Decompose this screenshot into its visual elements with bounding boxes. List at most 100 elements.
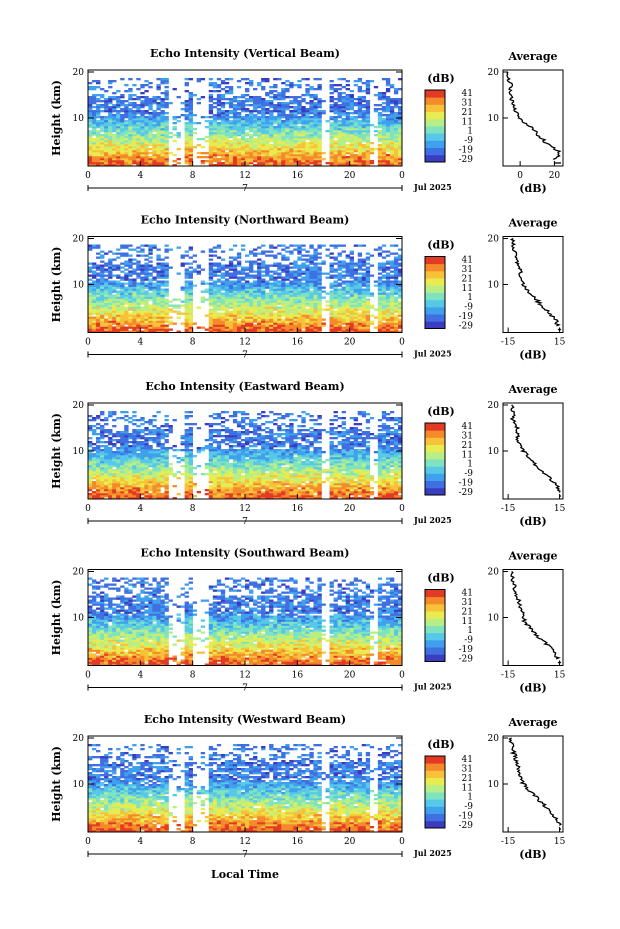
- heat-cell: [100, 120, 105, 123]
- heat-cell: [224, 162, 230, 165]
- heat-cell: [208, 140, 214, 143]
- heat-cell: [301, 116, 306, 119]
- heat-cell: [208, 98, 214, 101]
- heat-cell: [345, 308, 350, 311]
- heat-cell: [144, 308, 149, 311]
- heat-cell: [140, 124, 145, 127]
- heat-cell: [144, 306, 149, 309]
- heat-cell: [148, 268, 153, 271]
- heat-cell: [236, 312, 242, 315]
- heat-cell: [120, 316, 125, 319]
- avg-y-tick-label: 20: [488, 68, 500, 78]
- heat-cell: [281, 160, 286, 163]
- heat-cell: [120, 326, 125, 329]
- heat-cell: [144, 278, 149, 281]
- heat-cell: [236, 86, 242, 89]
- heat-cell: [285, 300, 290, 303]
- heat-cell: [289, 124, 294, 127]
- heat-cell: [164, 316, 169, 319]
- heat-cell: [88, 296, 93, 299]
- heat-cell: [245, 160, 250, 163]
- heat-cell: [253, 132, 258, 135]
- heat-cell: [180, 102, 185, 105]
- heat-cell: [124, 264, 129, 267]
- heat-cell: [132, 158, 137, 161]
- heat-cell: [212, 284, 218, 287]
- heat-cell: [297, 158, 302, 161]
- heat-cell: [305, 148, 310, 151]
- heat-cell: [216, 322, 222, 325]
- heat-cell: [381, 152, 387, 155]
- heat-cell: [164, 140, 169, 143]
- heat-cell: [269, 148, 274, 151]
- colorbar-swatch: [425, 118, 445, 127]
- heat-cell: [232, 318, 238, 321]
- heat-cell: [281, 290, 286, 293]
- heat-cell: [116, 300, 121, 303]
- heat-cell: [240, 130, 246, 133]
- heat-cell: [381, 312, 387, 315]
- heat-cell: [397, 160, 403, 163]
- heat-cell: [136, 318, 141, 321]
- heat-cell: [269, 304, 274, 307]
- heat-cell: [152, 116, 157, 119]
- heat-cell: [116, 318, 121, 321]
- heat-cell: [349, 124, 354, 127]
- heat-cell: [297, 80, 302, 83]
- heat-cell: [381, 136, 387, 139]
- heat-cell: [365, 272, 371, 275]
- heat-cell: [116, 110, 121, 113]
- heat-cell: [224, 282, 230, 285]
- heat-cell: [289, 106, 294, 109]
- heat-cell: [373, 308, 379, 311]
- heat-cell: [216, 300, 222, 303]
- heat-cell: [148, 320, 153, 323]
- heat-cell: [136, 150, 141, 153]
- heat-cell: [249, 296, 254, 299]
- heat-cell: [301, 318, 306, 321]
- heat-cell: [273, 120, 278, 123]
- heat-cell: [148, 130, 153, 133]
- heat-cell: [377, 132, 383, 135]
- heat-cell: [377, 298, 383, 301]
- heat-cell: [397, 324, 403, 327]
- heat-cell: [341, 96, 346, 99]
- heat-cell: [361, 122, 367, 125]
- avg-profile-line: [506, 71, 562, 161]
- heat-cell: [309, 152, 314, 155]
- heat-cell: [377, 138, 383, 141]
- heat-cell: [273, 104, 278, 107]
- heat-cell: [285, 148, 290, 151]
- heat-cell: [353, 124, 359, 127]
- heat-cell: [104, 146, 109, 149]
- heat-cell: [305, 90, 310, 93]
- heat-cell: [377, 154, 383, 157]
- heat-cell: [273, 320, 278, 323]
- heat-cell: [357, 254, 363, 257]
- heat-cell: [353, 146, 359, 149]
- heat-cell: [208, 266, 214, 269]
- heat-cell: [128, 158, 133, 161]
- heat-cell: [281, 314, 286, 317]
- heat-cell: [216, 318, 222, 321]
- heat-cell: [377, 316, 383, 319]
- heat-cell: [293, 154, 298, 157]
- heat-cell: [389, 284, 395, 287]
- heat-cell: [377, 278, 383, 281]
- heat-cell: [224, 134, 230, 137]
- heat-cell: [357, 316, 363, 319]
- heat-cell: [245, 142, 250, 145]
- heat-cell: [249, 118, 254, 121]
- heat-cell: [329, 244, 334, 247]
- heat-cell: [281, 310, 286, 313]
- heat-cell: [228, 298, 234, 301]
- heat-cell: [329, 312, 334, 315]
- heat-cell: [285, 318, 290, 321]
- heat-cell: [164, 162, 169, 165]
- heat-cell: [136, 302, 141, 305]
- heat-cell: [220, 268, 226, 271]
- heat-cell: [293, 266, 298, 269]
- heat-cell: [317, 276, 322, 279]
- heat-cell: [240, 312, 246, 315]
- heat-cell: [397, 98, 403, 101]
